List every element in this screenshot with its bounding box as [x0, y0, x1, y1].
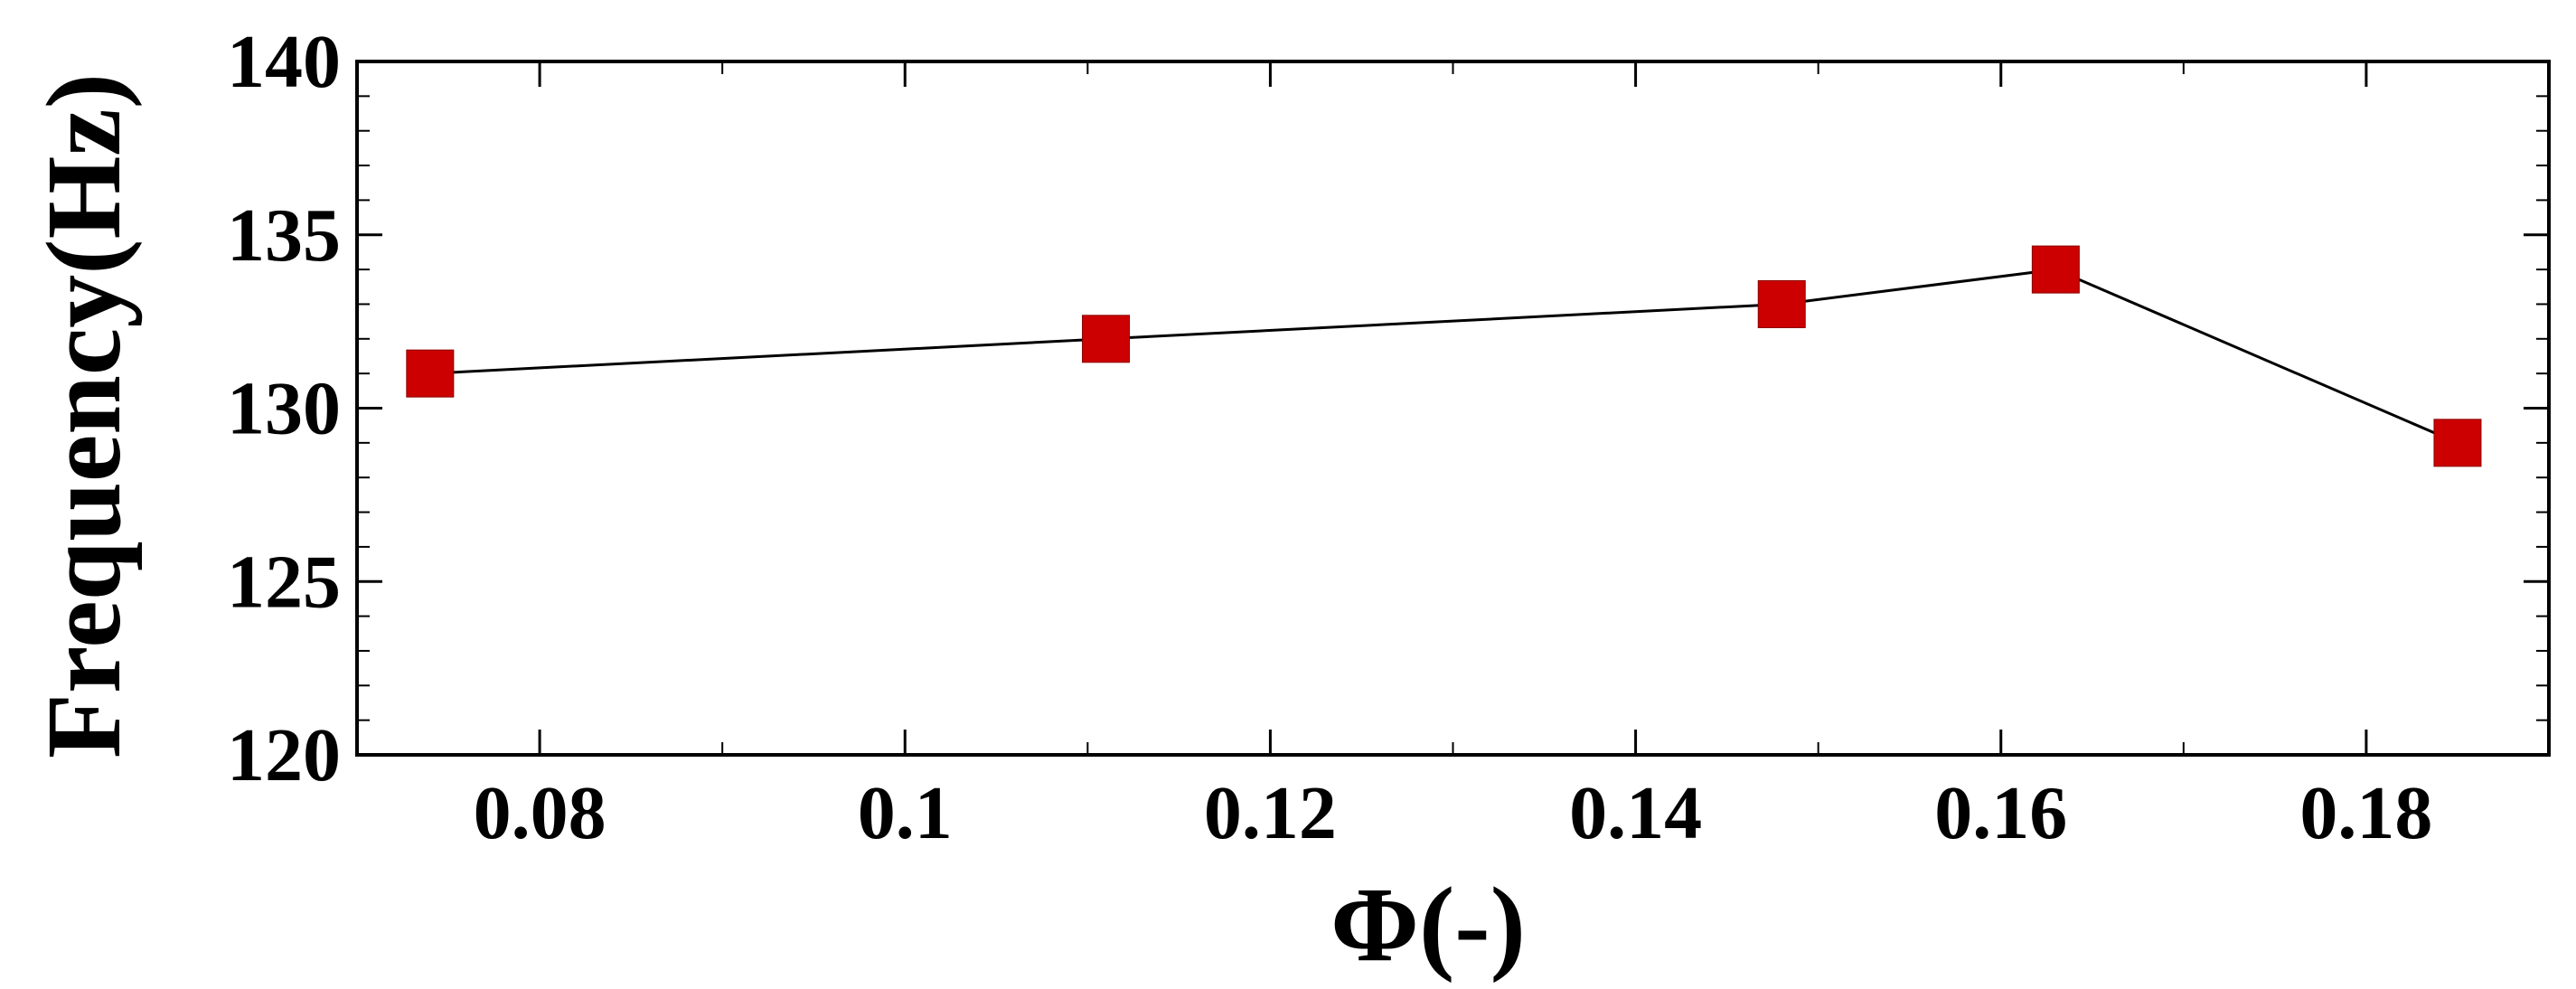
- series-markers: [406, 245, 2482, 467]
- data-point-marker: [2031, 245, 2080, 294]
- series-line-segment: [1782, 268, 2056, 306]
- y-axis-title: Frequency(Hz): [24, 73, 143, 758]
- x-tick-label: 0.12: [1204, 771, 1337, 855]
- y-tick-label: 120: [227, 713, 341, 797]
- x-tick-labels: 0.08 0.1 0.12 0.14 0.16 0.18: [474, 771, 2433, 855]
- y-tick-label: 135: [227, 193, 341, 278]
- x-tick-label: 0.14: [1569, 771, 1702, 855]
- series-line-segment: [1105, 302, 1782, 341]
- series-line-segment: [2054, 268, 2458, 445]
- data-point-marker: [406, 349, 455, 398]
- series-lines: [429, 268, 2458, 445]
- y-tick-label: 140: [227, 20, 341, 104]
- x-tick-label: 0.16: [1934, 771, 2067, 855]
- data-point-marker: [1082, 315, 1131, 363]
- x-major-ticks: [538, 61, 2368, 755]
- y-tick-label: 125: [227, 540, 341, 624]
- series-line-segment: [429, 337, 1106, 375]
- y-tick-label: 130: [227, 367, 341, 451]
- x-axis-title: Φ(-): [1330, 865, 1526, 984]
- y-minor-ticks: [357, 95, 2549, 721]
- x-tick-label: 0.1: [858, 771, 953, 855]
- plot-frame: [355, 60, 2551, 757]
- data-point-marker: [1757, 279, 1806, 328]
- data-point-marker: [2433, 419, 2482, 467]
- y-tick-labels: 120 125 130 135 140: [227, 20, 341, 797]
- x-tick-label: 0.18: [2299, 771, 2432, 855]
- x-tick-label: 0.08: [474, 771, 606, 855]
